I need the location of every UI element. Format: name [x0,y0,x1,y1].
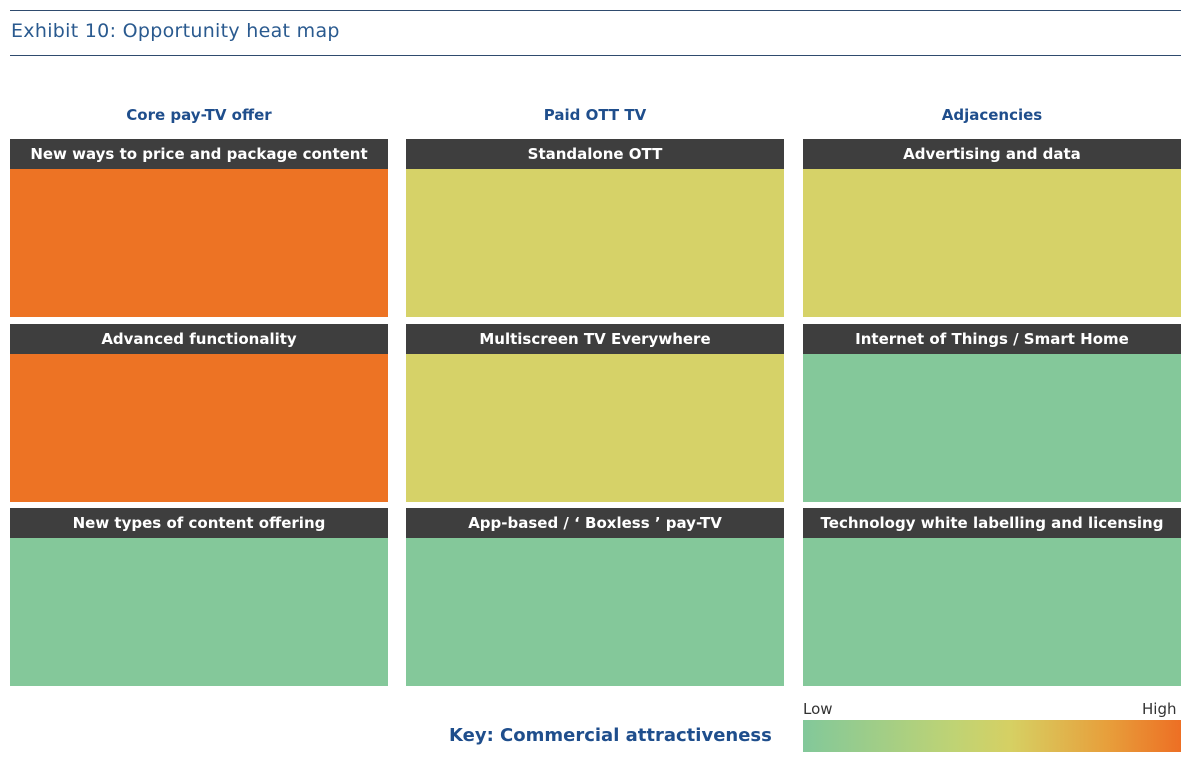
tile-color-cell [803,354,1181,502]
heatmap-tile: Standalone OTT [406,139,784,317]
tile-color-cell [10,354,388,502]
tile-label: New ways to price and package content [10,139,388,169]
exhibit-title: Exhibit 10: Opportunity heat map [11,20,340,42]
tile-color-cell [406,354,784,502]
tile-color-cell [803,169,1181,317]
top-rule [10,10,1181,11]
heatmap-tile: App-based / ‘ Boxless ’ pay-TV [406,508,784,686]
tile-label: New types of content offering [10,508,388,538]
tile-color-cell [406,169,784,317]
key-gradient-bar [803,720,1181,752]
column-header-core-paytv: Core pay-TV offer [126,106,272,124]
tile-label: App-based / ‘ Boxless ’ pay-TV [406,508,784,538]
tile-label: Internet of Things / Smart Home [803,324,1181,354]
tile-label: Standalone OTT [406,139,784,169]
tile-color-cell [406,538,784,686]
tile-color-cell [10,169,388,317]
title-rule [10,55,1181,56]
tile-label: Advanced functionality [10,324,388,354]
key-title: Key: Commercial attractiveness [449,725,772,746]
tile-color-cell [803,538,1181,686]
heatmap-tile: Internet of Things / Smart Home [803,324,1181,502]
column-header-adjacencies: Adjacencies [941,106,1043,124]
tile-label: Multiscreen TV Everywhere [406,324,784,354]
tile-label: Advertising and data [803,139,1181,169]
heatmap-tile: Advertising and data [803,139,1181,317]
heatmap-tile: Advanced functionality [10,324,388,502]
tile-label: Technology white labelling and licensing [803,508,1181,538]
key-high-label: High [1142,700,1177,718]
column-header-paid-ott: Paid OTT TV [543,106,647,124]
heatmap-tile: Technology white labelling and licensing [803,508,1181,686]
heatmap-tile: New ways to price and package content [10,139,388,317]
heatmap-tile: Multiscreen TV Everywhere [406,324,784,502]
key-low-label: Low [803,700,833,718]
tile-color-cell [10,538,388,686]
heatmap-tile: New types of content offering [10,508,388,686]
